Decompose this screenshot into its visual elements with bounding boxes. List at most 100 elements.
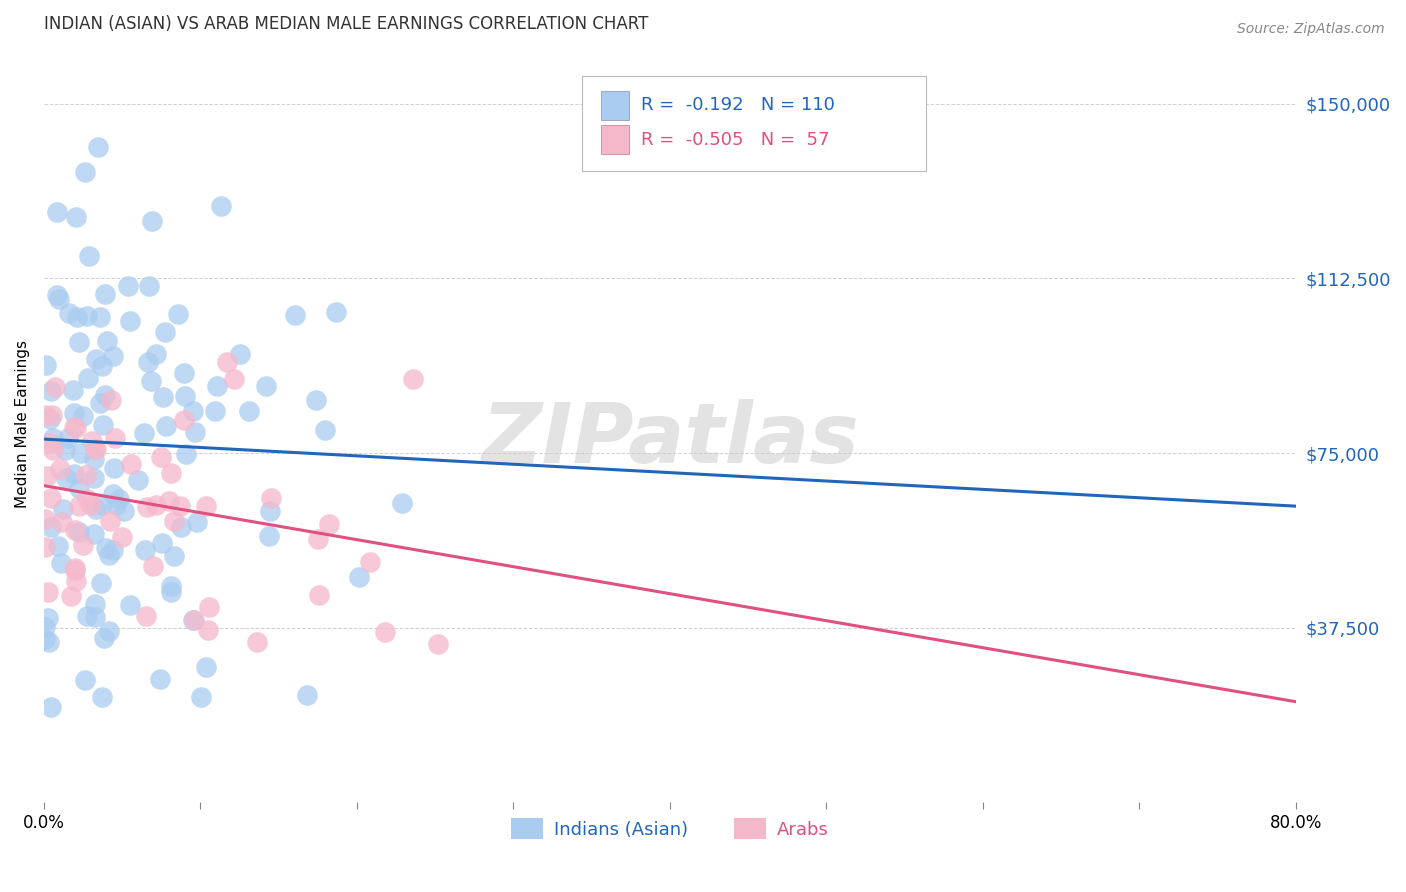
Point <box>59 589 82 603</box>
Point <box>89 310 111 324</box>
Point <box>46 205 69 219</box>
Point <box>96 541 118 556</box>
Point <box>103 349 125 363</box>
Point <box>37 611 59 625</box>
Point <box>46 287 69 301</box>
Point <box>75 165 97 179</box>
Point <box>39 412 62 426</box>
Text: R =  -0.192   N = 110: R = -0.192 N = 110 <box>641 95 835 113</box>
Point <box>91 359 114 374</box>
Point <box>107 491 129 506</box>
Point <box>246 635 269 649</box>
Point <box>186 515 208 529</box>
Point <box>75 468 97 483</box>
Point <box>76 370 98 384</box>
Point <box>83 451 105 466</box>
Point <box>318 516 340 531</box>
Point <box>76 309 98 323</box>
Point <box>34 632 56 647</box>
Text: INDIAN (ASIAN) VS ARAB MEDIAN MALE EARNINGS CORRELATION CHART: INDIAN (ASIAN) VS ARAB MEDIAN MALE EARNI… <box>44 15 648 33</box>
Point <box>295 688 318 702</box>
Point <box>93 631 115 645</box>
Point <box>82 434 104 448</box>
Point <box>84 610 107 624</box>
Point <box>67 334 90 349</box>
Point <box>174 447 197 461</box>
Point <box>72 409 94 424</box>
Point <box>104 431 127 445</box>
FancyBboxPatch shape <box>600 125 628 153</box>
Point <box>35 359 58 373</box>
Text: R =  -0.505   N =  57: R = -0.505 N = 57 <box>641 131 830 149</box>
Point <box>325 305 347 319</box>
Point <box>63 406 86 420</box>
Point <box>93 287 115 301</box>
Point <box>89 396 111 410</box>
Point <box>169 499 191 513</box>
Point <box>34 409 56 423</box>
Point <box>209 199 232 213</box>
Point <box>62 420 84 434</box>
Point <box>183 404 205 418</box>
Point <box>139 375 162 389</box>
Point <box>63 563 86 577</box>
Point <box>167 307 190 321</box>
Point <box>152 390 174 404</box>
Text: Source: ZipAtlas.com: Source: ZipAtlas.com <box>1237 22 1385 37</box>
Point <box>39 491 62 505</box>
Point <box>51 515 73 529</box>
Point <box>39 384 62 398</box>
Point <box>67 500 90 514</box>
Point <box>103 461 125 475</box>
Text: ZIPatlas: ZIPatlas <box>481 399 859 480</box>
Point <box>41 520 63 534</box>
Point <box>58 305 80 319</box>
Point <box>142 559 165 574</box>
Point <box>67 524 90 539</box>
Point <box>103 486 125 500</box>
Point <box>426 636 449 650</box>
Point <box>181 613 204 627</box>
Point <box>205 379 228 393</box>
Point <box>98 514 121 528</box>
Point <box>136 354 159 368</box>
Point <box>155 419 177 434</box>
Point <box>402 372 425 386</box>
Point <box>90 498 112 512</box>
Point <box>305 392 328 407</box>
Point <box>217 355 239 369</box>
Point <box>66 310 89 324</box>
Y-axis label: Median Male Earnings: Median Male Earnings <box>15 340 30 508</box>
Point <box>100 392 122 407</box>
Point <box>257 529 280 543</box>
Point <box>49 462 72 476</box>
Point <box>52 502 75 516</box>
Point <box>55 443 77 458</box>
Point <box>103 543 125 558</box>
Point <box>163 514 186 528</box>
Point <box>159 585 181 599</box>
Point <box>307 532 329 546</box>
Point <box>87 140 110 154</box>
Point <box>141 214 163 228</box>
Point <box>170 520 193 534</box>
Point <box>197 623 219 637</box>
Point <box>44 380 66 394</box>
Point <box>98 549 121 563</box>
Point <box>73 673 96 688</box>
Point <box>120 458 142 472</box>
Point <box>174 389 197 403</box>
Point <box>65 574 87 588</box>
Point <box>118 314 141 328</box>
Point <box>145 498 167 512</box>
Point <box>38 635 60 649</box>
Point <box>134 425 156 440</box>
Point <box>374 625 396 640</box>
Point <box>91 418 114 433</box>
Point <box>195 500 218 514</box>
Point <box>46 540 69 554</box>
Point <box>65 421 87 435</box>
Point <box>173 367 195 381</box>
Point <box>308 588 330 602</box>
FancyBboxPatch shape <box>600 91 628 120</box>
